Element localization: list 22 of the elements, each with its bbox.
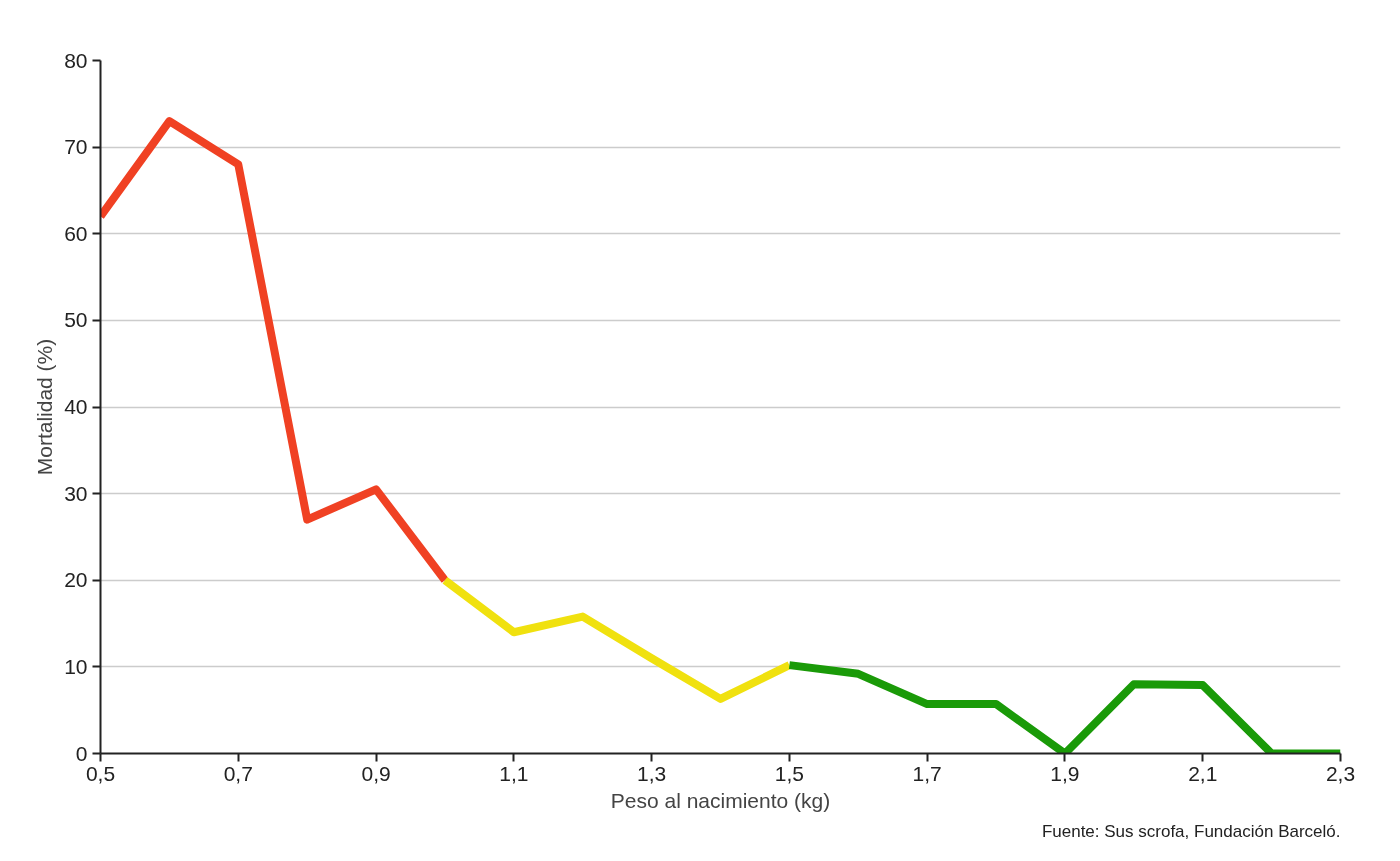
x-tick-label: 1,7 [912,761,942,785]
source-note: Fuente: Sus scrofa, Fundación Barceló. [1041,821,1341,841]
x-tick-label: 1,3 [637,761,667,785]
y-tick-label: 70 [64,135,88,159]
x-tick-label: 1,9 [1050,761,1080,785]
x-tick-label: 0,9 [361,761,391,785]
x-tick-label: 2,3 [1325,761,1356,785]
y-tick-label: 40 [64,395,88,418]
x-tick-label: 1,1 [499,761,529,785]
y-axis-title: Mortalidad (%) [33,338,57,476]
x-axis-title: Peso al nacimiento (kg) [610,788,831,812]
y-tick-label: 10 [64,654,88,678]
x-tick-label: 2,1 [1188,761,1218,785]
y-tick-label: 30 [64,481,88,505]
y-tick-label: 80 [64,48,88,72]
y-tick-label: 60 [64,221,88,245]
y-tick-label: 20 [64,568,88,592]
y-tick-label: 0 [75,741,88,765]
x-tick-label: 0,7 [223,761,253,785]
x-tick-label: 0,5 [85,761,116,785]
y-tick-label: 50 [64,308,88,332]
x-tick-label: 1,5 [774,761,804,785]
